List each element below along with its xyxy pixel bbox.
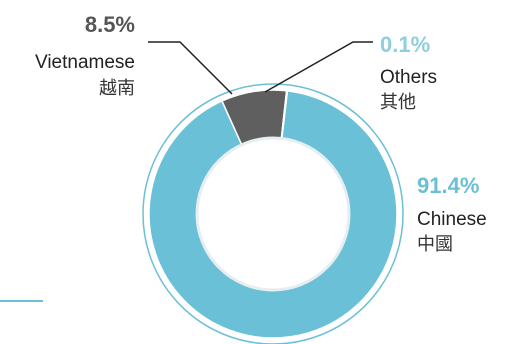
vietnamese-label: Vietnamese (35, 52, 135, 73)
chinese-label-zh: 中國 (417, 234, 453, 254)
others-label-zh: 其他 (380, 92, 416, 112)
donut-slices (148, 89, 398, 339)
donut-outer-outline (142, 83, 404, 344)
vietnamese-leader-line (148, 41, 233, 95)
others-percent-label: 0.1% (380, 32, 430, 57)
others-label: Others (380, 67, 437, 88)
vietnamese-percent-label: 8.5% (85, 12, 135, 37)
chinese-label: Chinese (417, 209, 487, 230)
chinese-percent-label: 91.4% (417, 173, 479, 198)
others-leader-line (264, 41, 373, 93)
donut-inner-hole (195, 136, 351, 292)
vietnamese-label-zh: 越南 (99, 78, 135, 98)
